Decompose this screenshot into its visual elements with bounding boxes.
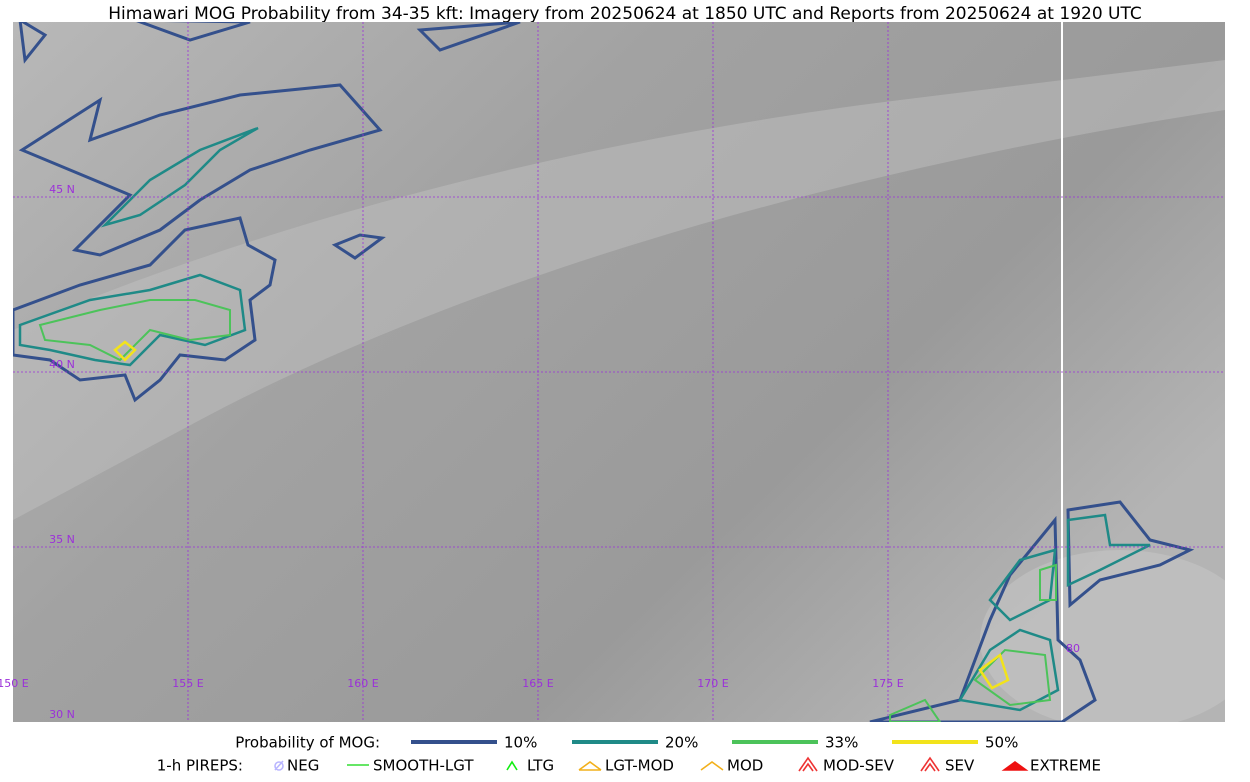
legend-title: 1-h PIREPS: <box>157 757 243 775</box>
pirep-icon <box>506 760 518 771</box>
legend-label: 50% <box>985 734 1018 752</box>
pirep-label: LGT-MOD <box>605 757 674 775</box>
longitude-label: 160 E <box>347 677 378 690</box>
latitude-label: 45 N <box>49 183 75 196</box>
longitude-label: 150 E <box>0 677 29 690</box>
cloud-band <box>13 60 1225 520</box>
latitude-label: 30 N <box>49 708 75 721</box>
pirep-label: LTG <box>527 757 554 775</box>
pirep-icon <box>274 760 284 771</box>
pirep-icon <box>578 761 602 771</box>
latitude-label: 40 N <box>49 358 75 371</box>
legend: Probability of MOG: 10% 20% 33% 50% 1-h PIREP… <box>157 734 1101 775</box>
pirep-icon <box>798 756 818 772</box>
pirep-label: NEG <box>287 757 319 775</box>
contours <box>13 22 1195 722</box>
pirep-label: EXTREME <box>1030 757 1101 775</box>
legend-label: 20% <box>665 734 698 752</box>
longitude-label: 155 E <box>172 677 203 690</box>
pirep-label: MOD-SEV <box>823 757 895 775</box>
pirep-label: MOD <box>727 757 763 775</box>
longitude-label: 175 E <box>872 677 903 690</box>
longitude-label: 80 <box>1066 642 1080 655</box>
pirep-icon <box>1001 761 1029 771</box>
legend-title: Probability of MOG: <box>235 734 380 752</box>
map <box>13 22 1225 722</box>
longitude-label: 170 E <box>697 677 728 690</box>
pirep-label: SEV <box>945 757 975 775</box>
legend-label: 33% <box>825 734 858 752</box>
pirep-label: SMOOTH-LGT <box>373 757 474 775</box>
pirep-icon <box>700 761 724 771</box>
title: Himawari MOG Probability from 34-35 kft:… <box>108 4 1142 24</box>
cloud-patch <box>980 550 1225 722</box>
legend-label: 10% <box>504 734 537 752</box>
longitude-label: 165 E <box>522 677 553 690</box>
graticule: 45 N 40 N 35 N 30 N 150 E 155 E 160 E 165 E 170 … <box>0 22 1225 722</box>
pirep-icon <box>920 756 940 772</box>
latitude-label: 35 N <box>49 533 75 546</box>
